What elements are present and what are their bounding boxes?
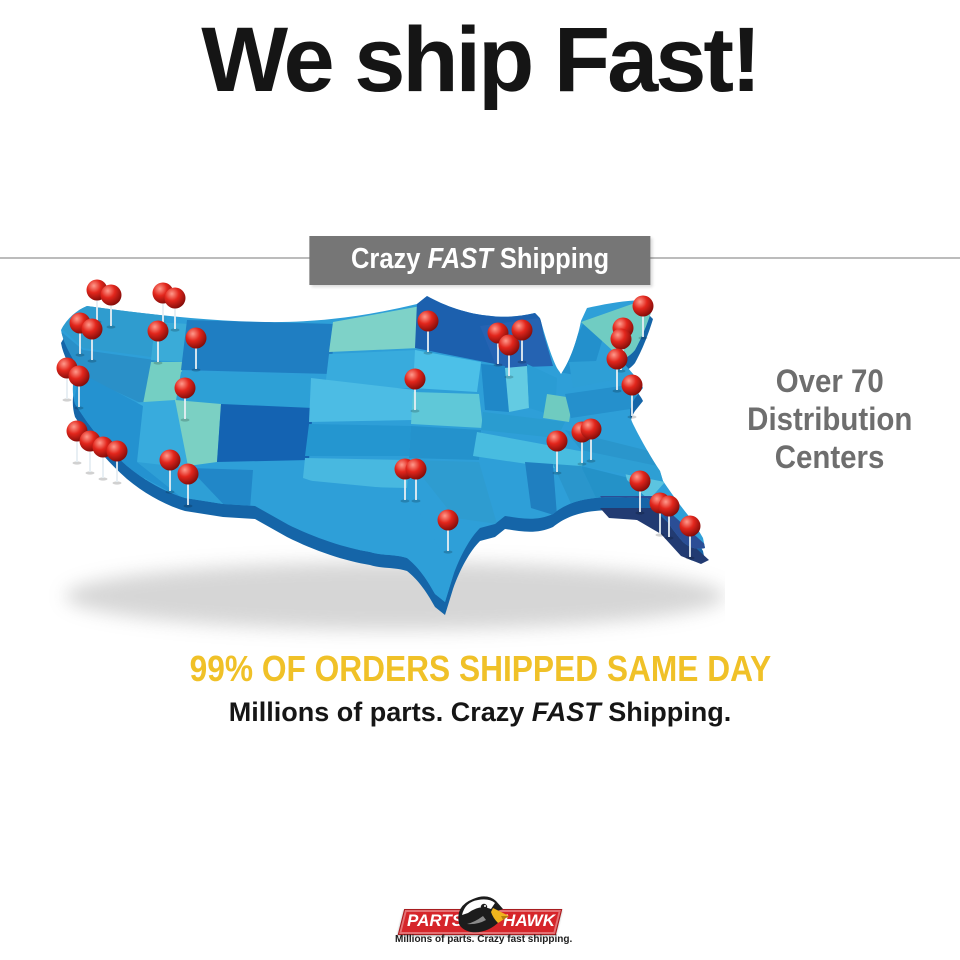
footer-headline: 99% OF ORDERS SHIPPED SAME DAY xyxy=(189,648,771,689)
map-pin xyxy=(621,374,643,419)
logo-tagline: Millions of parts. Crazy fast shipping. xyxy=(395,934,573,945)
state-polygon xyxy=(143,362,183,404)
state-polygon xyxy=(581,466,651,500)
map-pin xyxy=(177,463,199,508)
callout-line: Over 70 xyxy=(775,363,885,399)
state-polygon xyxy=(73,370,189,502)
callout-line: Distribution xyxy=(747,401,913,437)
state-polygon xyxy=(309,378,415,422)
state-polygon xyxy=(413,350,481,392)
map-pin xyxy=(546,430,568,475)
pins-layer xyxy=(56,279,701,560)
map-pin xyxy=(147,320,169,365)
map-pin xyxy=(498,334,520,379)
state-polygon xyxy=(525,462,557,516)
map-shadow xyxy=(65,562,725,630)
map-pin xyxy=(159,449,181,494)
map-pin xyxy=(405,458,427,503)
callout-line: Centers xyxy=(775,439,885,475)
map-pin xyxy=(629,470,651,515)
page-title: We ship Fast! xyxy=(201,9,761,111)
map-pin xyxy=(437,509,459,554)
state-polygon xyxy=(411,392,483,428)
state-polygon xyxy=(61,330,155,404)
usa-map-svg xyxy=(56,279,725,630)
map-pin xyxy=(106,440,128,485)
map-pin xyxy=(100,284,122,329)
state-polygon xyxy=(325,350,417,388)
hawk-icon xyxy=(458,896,509,933)
florida-side xyxy=(600,508,709,564)
map-pin xyxy=(606,348,628,393)
state-polygon xyxy=(305,424,411,456)
state-polygon xyxy=(481,364,509,412)
state-polygon xyxy=(137,462,227,508)
state-polygon xyxy=(303,458,409,488)
state-polygon xyxy=(329,306,421,352)
state-polygon xyxy=(553,464,597,508)
state-polygon xyxy=(505,366,529,412)
state-polygon xyxy=(481,412,565,438)
map-pin xyxy=(68,365,90,410)
state-polygon xyxy=(409,460,497,524)
logo-hawk-text: HAWK xyxy=(503,911,555,930)
map-pin xyxy=(81,318,103,363)
shipping-banner: Crazy FAST Shipping xyxy=(309,236,651,285)
banner-text: Crazy FAST Shipping xyxy=(350,243,610,275)
callout-over-70: Over 70 Distribution Centers xyxy=(722,362,938,476)
map-pin xyxy=(632,295,654,340)
state-polygon xyxy=(409,426,481,460)
state-polygon xyxy=(175,400,221,466)
state-polygon-florida xyxy=(600,496,705,552)
map-pin xyxy=(511,319,533,364)
state-polygon xyxy=(565,384,637,418)
state-polygon xyxy=(217,404,313,462)
partshawk-logo: PARTS HAWK Millions of parts. Crazy fast… xyxy=(395,892,573,948)
map-pin xyxy=(580,418,602,463)
logo-parts-text: PARTS xyxy=(407,911,464,930)
map-pin xyxy=(185,327,207,372)
map-pin xyxy=(679,515,701,560)
usa-map xyxy=(25,266,725,666)
map-pin xyxy=(404,368,426,413)
state-polygon xyxy=(543,394,573,422)
state-polygon xyxy=(287,480,455,602)
state-polygon xyxy=(181,320,335,374)
map-pin xyxy=(174,377,196,422)
footer-subheadline: Millions of parts. Crazy FAST Shipping. xyxy=(228,697,732,727)
map-pin xyxy=(164,287,186,332)
map-pin xyxy=(417,310,439,355)
map-pin xyxy=(658,495,680,540)
